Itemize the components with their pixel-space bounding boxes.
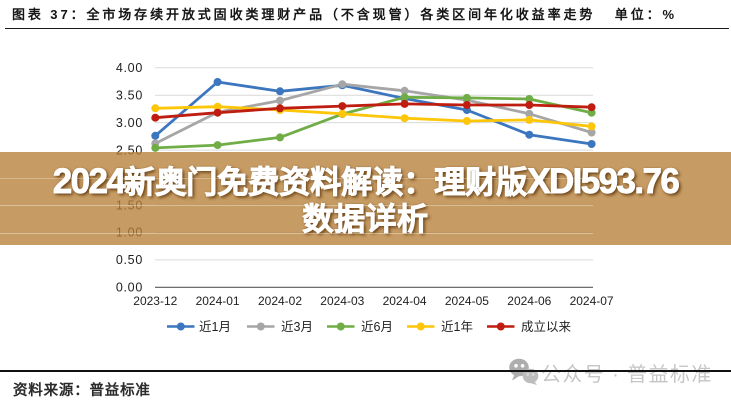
svg-text:0.00: 0.00: [116, 281, 143, 295]
svg-text:成立以来: 成立以来: [521, 319, 572, 334]
svg-text:近1年: 近1年: [441, 320, 473, 334]
svg-text:近1月: 近1月: [199, 320, 231, 334]
svg-text:4.00: 4.00: [116, 61, 143, 75]
svg-text:2023-12: 2023-12: [133, 294, 177, 308]
svg-text:2024-01: 2024-01: [196, 294, 240, 308]
svg-text:2024-05: 2024-05: [445, 294, 489, 308]
svg-text:2024-04: 2024-04: [383, 294, 427, 308]
svg-text:2024-07: 2024-07: [570, 294, 614, 308]
svg-text:近6月: 近6月: [361, 320, 393, 334]
svg-text:2024-03: 2024-03: [320, 294, 364, 308]
svg-text:3.50: 3.50: [116, 89, 143, 103]
svg-text:近3月: 近3月: [281, 320, 313, 334]
svg-text:3.00: 3.00: [116, 116, 143, 130]
svg-text:2024-06: 2024-06: [507, 294, 551, 308]
svg-text:0.50: 0.50: [116, 253, 143, 267]
svg-text:2024-02: 2024-02: [258, 294, 302, 308]
